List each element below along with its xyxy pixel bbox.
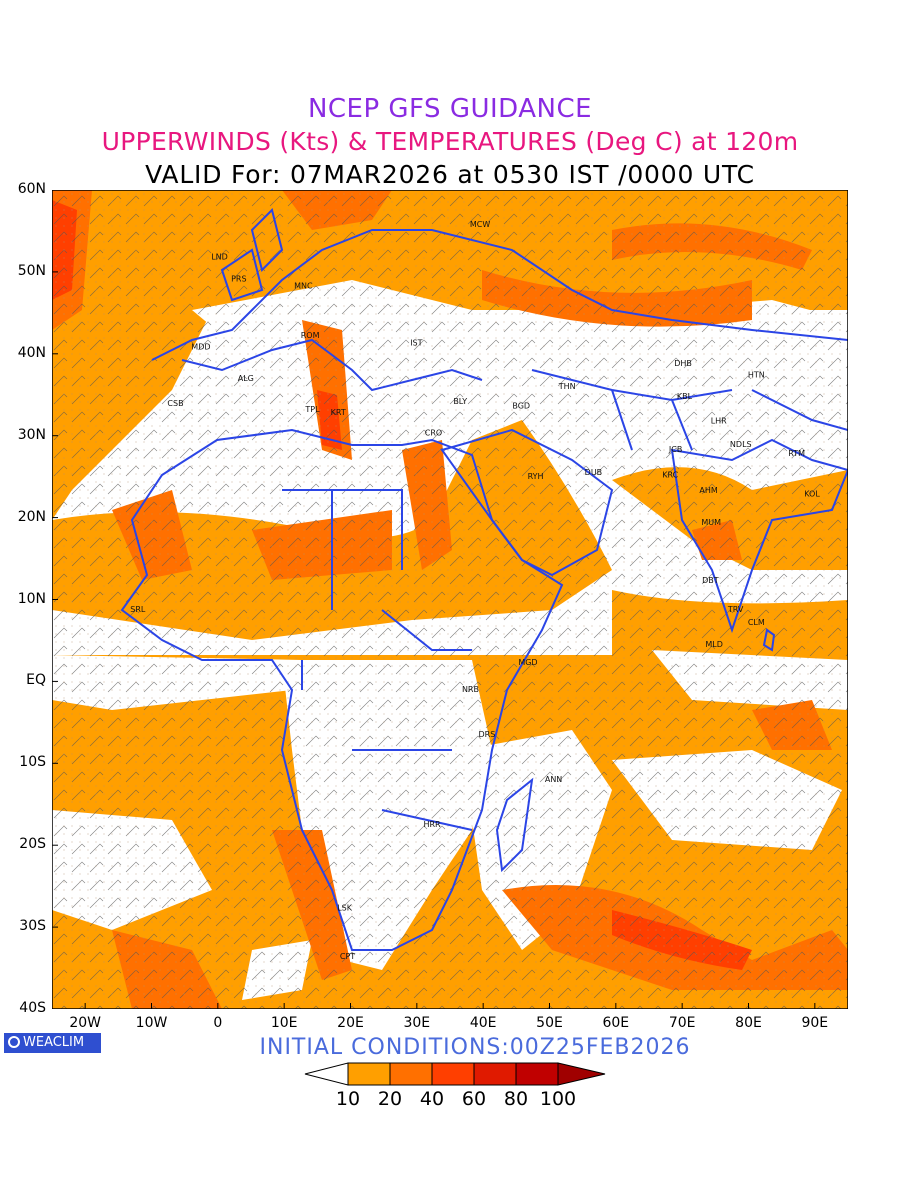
station-hrr: HRR (423, 820, 441, 829)
station-rom: ROM (301, 331, 320, 340)
lat-label: 40S (19, 1000, 46, 1016)
lon-label: 20E (337, 1015, 364, 1031)
station-mnc: MNC (294, 281, 313, 290)
station-mcw: MCW (470, 220, 490, 229)
station-htn: HTN (748, 371, 765, 380)
station-labels: MCW LND PRS MNC MDD ROM IST ALG CSB TPL KRT BLY CRO B… (130, 220, 820, 961)
station-krc: KRC (662, 470, 678, 479)
lon-label: 80E (735, 1015, 762, 1031)
colorbar-label: 100 (539, 1088, 577, 1110)
station-clm: CLM (748, 618, 765, 627)
lat-label: 40N (17, 344, 46, 361)
station-mgd: MGD (518, 658, 537, 667)
station-dbt: DBT (702, 576, 719, 585)
lon-label: 10E (270, 1015, 298, 1031)
station-prs: PRS (231, 275, 246, 284)
title-line2: UPPERWINDS (Kts) & TEMPERATURES (Deg C) … (101, 127, 799, 156)
station-cpt: CPT (340, 952, 355, 961)
station-trv: TRV (727, 605, 744, 614)
colorbar-bin-60-80 (473, 1062, 517, 1086)
colorbar (304, 1062, 606, 1086)
weather-map[interactable]: MCW LND PRS MNC MDD ROM IST ALG CSB TPL KRT BLY CRO B… (51, 189, 849, 1010)
lon-label: 60E (602, 1015, 630, 1031)
station-dhb: DHB (674, 359, 692, 368)
colorbar-label: 10 (335, 1088, 361, 1110)
station-lnd: LND (211, 253, 228, 262)
lon-label: 10W (135, 1015, 168, 1031)
lat-label: 30N (17, 426, 46, 443)
colorbar-bin-10-20 (347, 1062, 391, 1086)
lon-label: 70E (668, 1015, 696, 1031)
lon-label: 30E (403, 1015, 431, 1031)
lat-label: 20S (19, 836, 46, 853)
station-alg: ALG (238, 374, 254, 383)
grid-dots (52, 190, 848, 1009)
colorbar-label: 60 (461, 1088, 487, 1110)
logo-circle-icon (8, 1036, 20, 1048)
station-mum: MUM (701, 518, 721, 527)
station-lsk: LSK (337, 904, 353, 913)
lat-label: 20N (17, 508, 46, 525)
title-line1: NCEP GFS GUIDANCE (307, 94, 593, 124)
lat-label: 60N (17, 181, 46, 197)
coastlines-and-borders (120, 208, 848, 951)
lat-label: 30S (19, 918, 46, 935)
lon-label: 40E (469, 1015, 497, 1031)
station-dub: DUB (585, 468, 603, 477)
station-jcb: JCB (668, 445, 682, 454)
colorbar-bin-20-40 (389, 1062, 433, 1086)
station-tpl: TPL (304, 405, 320, 414)
lon-label: 90E (801, 1015, 829, 1031)
lon-label: 20W (69, 1015, 101, 1031)
axis-ticks (52, 189, 816, 1010)
weaclim-logo: WEACLIM (4, 1033, 101, 1053)
station-mdd: MDD (191, 343, 210, 352)
station-bgd: BGD (512, 402, 530, 411)
colorbar-bin-40-60 (431, 1062, 475, 1086)
colorbar-upper-arrow (557, 1062, 606, 1086)
station-ann: ANN (545, 775, 562, 784)
station-ist: IST (410, 339, 422, 348)
station-kol: KOL (804, 489, 820, 498)
station-ahm: AHM (699, 486, 717, 495)
station-srl: SRL (130, 605, 146, 614)
station-kbl: KBL (677, 392, 693, 401)
station-rtm: RTM (788, 449, 805, 458)
initial-conditions: INITIAL CONDITIONS:00Z25FEB2026 (259, 1035, 691, 1060)
station-nrb: NRB (462, 685, 479, 694)
station-csb: CSB (167, 399, 183, 408)
station-ndls: NDLS (730, 440, 752, 449)
colorbar-bin-80-100 (515, 1062, 559, 1086)
colorbar-label: 80 (503, 1088, 529, 1110)
lat-label: EQ (26, 672, 46, 689)
colorbar-label: 40 (419, 1088, 445, 1110)
lon-label: 0 (213, 1015, 223, 1031)
logo-text: WEACLIM (23, 1035, 85, 1050)
station-mld: MLD (705, 640, 723, 649)
station-lhr: LHR (711, 416, 727, 425)
colorbar-label: 20 (377, 1088, 403, 1110)
station-cro: CRO (425, 429, 442, 438)
lat-label: 10N (17, 590, 46, 607)
lat-label: 50N (17, 262, 46, 279)
lon-label: 50E (536, 1015, 563, 1031)
title-line3: VALID For: 07MAR2026 at 0530 IST /0000 U… (145, 160, 755, 189)
lat-label: 10S (19, 754, 46, 771)
station-bly: BLY (453, 397, 467, 406)
station-drs: DRS (479, 730, 496, 739)
colorbar-lower-arrow (304, 1062, 349, 1086)
station-thn: THN (558, 382, 576, 391)
station-krt: KRT (331, 408, 346, 417)
station-ryh: RYH (528, 472, 544, 481)
